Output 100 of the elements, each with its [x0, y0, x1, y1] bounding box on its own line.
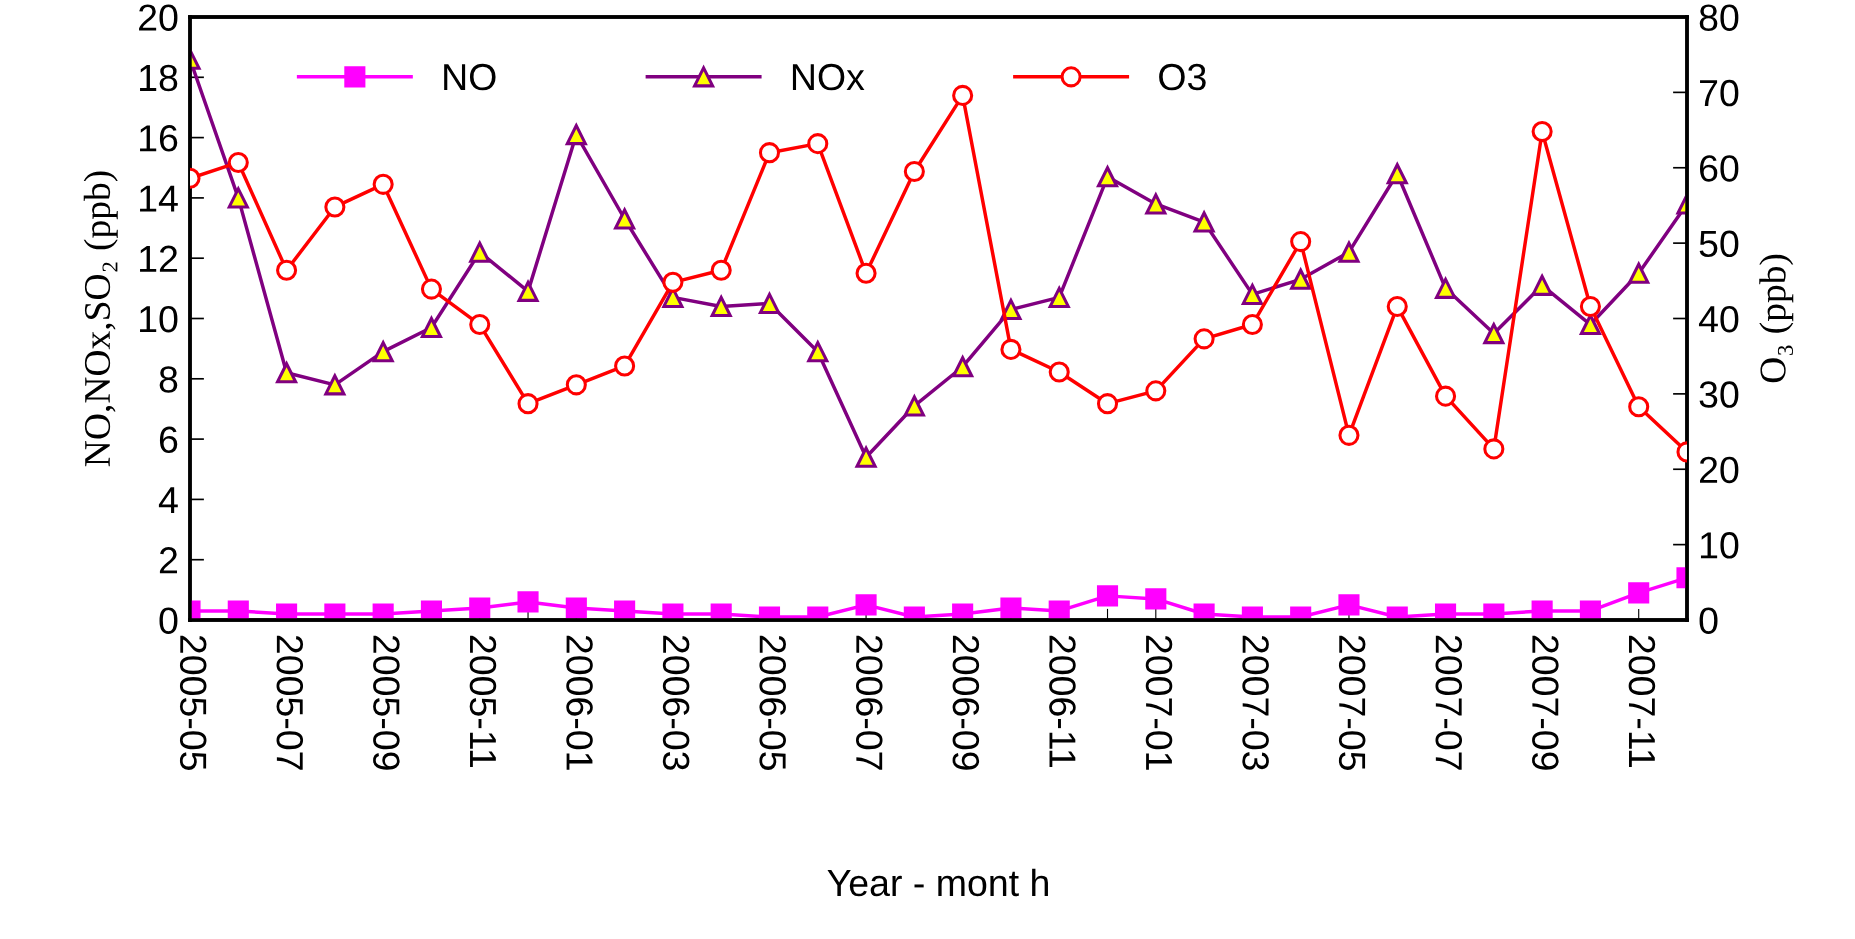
y2-axis-title: O₃ (ppb) [1759, 254, 1794, 383]
x-tick-label: 2006-05 [759, 635, 786, 770]
point [1434, 603, 1457, 620]
x-tick-label: 2006-09 [952, 635, 980, 770]
point [758, 142, 781, 164]
point [1145, 588, 1167, 610]
point [1290, 231, 1312, 253]
x-tick-label: 2007-05 [1338, 635, 1366, 770]
point [1483, 323, 1505, 345]
y2-tick-label: 0 [1699, 607, 1718, 634]
point [1096, 166, 1119, 188]
point [469, 313, 491, 336]
point [854, 444, 878, 468]
y-tick-label: 18 [140, 64, 178, 92]
point [468, 239, 491, 263]
point [1531, 121, 1553, 143]
point [565, 597, 587, 619]
point [372, 341, 394, 363]
point [952, 356, 974, 378]
x-tick-label: 2007-11 [1628, 635, 1656, 767]
point [1434, 385, 1457, 407]
point [324, 374, 346, 396]
y2-tick-label: 40 [1698, 305, 1739, 333]
point [1627, 260, 1651, 284]
point [324, 196, 346, 218]
point [1338, 424, 1360, 446]
point [1048, 361, 1070, 383]
x-tick-label: 2007-09 [1532, 635, 1559, 770]
x-tick-label: 2007-07 [1435, 635, 1463, 770]
point [1628, 396, 1650, 418]
point [1531, 600, 1553, 620]
y-tick-label: 16 [140, 125, 178, 152]
point [855, 594, 877, 616]
point [227, 151, 249, 174]
point [1289, 266, 1312, 290]
point [227, 600, 249, 620]
x-tick-label: 2005-11 [469, 635, 497, 767]
x-tick-label: 2006-01 [566, 635, 593, 770]
y-axis-title: NO,NOx,SO₂ (ppb) [83, 171, 118, 467]
point [276, 603, 298, 620]
x-axis-title: Year - mont h [827, 868, 1048, 897]
point [1434, 277, 1457, 299]
y-tick-label: 4 [158, 487, 178, 513]
point [1483, 603, 1505, 620]
point [565, 374, 587, 396]
y-tick-label: 2 [159, 547, 178, 574]
legend-label: O3 [1159, 63, 1206, 91]
point [372, 173, 394, 195]
point [855, 262, 877, 284]
point [710, 295, 732, 317]
point [1628, 582, 1650, 604]
point [1145, 380, 1167, 402]
y-tick-label: 12 [140, 245, 178, 272]
point [1193, 328, 1215, 350]
point [1096, 585, 1119, 607]
point [1000, 298, 1022, 321]
point [1386, 295, 1408, 317]
point [420, 278, 443, 300]
point [1241, 313, 1263, 336]
point [662, 271, 684, 293]
x-tick-label: 2006-07 [856, 635, 883, 770]
point [227, 187, 249, 209]
point [710, 603, 732, 620]
point [614, 208, 636, 230]
point [1579, 295, 1601, 317]
y2-tick-label: 70 [1700, 79, 1739, 107]
point [1145, 193, 1167, 215]
point [1048, 286, 1070, 308]
y-tick-label: 6 [159, 426, 178, 454]
y-tick-label: 0 [159, 607, 178, 634]
point [1000, 597, 1022, 619]
point [517, 591, 539, 613]
y2-tick-label: 30 [1699, 381, 1739, 408]
point [903, 160, 925, 183]
x-tick-label: 2005-05 [179, 635, 207, 770]
point [276, 259, 298, 281]
point [1241, 283, 1263, 305]
point [1338, 594, 1360, 616]
point [420, 316, 443, 339]
point [1048, 600, 1070, 620]
y2-tick-label: 10 [1700, 532, 1739, 559]
y2-tick-label: 20 [1700, 456, 1739, 484]
y2-tick-label: 80 [1699, 4, 1739, 31]
point [1483, 438, 1505, 460]
y-tick-label: 8 [159, 366, 178, 393]
point [1337, 239, 1361, 263]
point [1096, 393, 1119, 415]
point [614, 355, 636, 377]
point [1193, 211, 1215, 233]
x-tick-label: 2007-03 [1242, 635, 1269, 770]
point [1531, 274, 1553, 296]
point [710, 259, 732, 281]
point [903, 395, 925, 417]
x-tick-label: 2007-01 [1145, 635, 1173, 770]
point [1386, 163, 1408, 185]
y2-tick-label: 60 [1700, 155, 1739, 182]
point [662, 603, 684, 620]
point [420, 600, 443, 620]
x-tick-label: 2005-07 [276, 635, 304, 770]
x-tick-label: 2005-09 [373, 635, 400, 770]
